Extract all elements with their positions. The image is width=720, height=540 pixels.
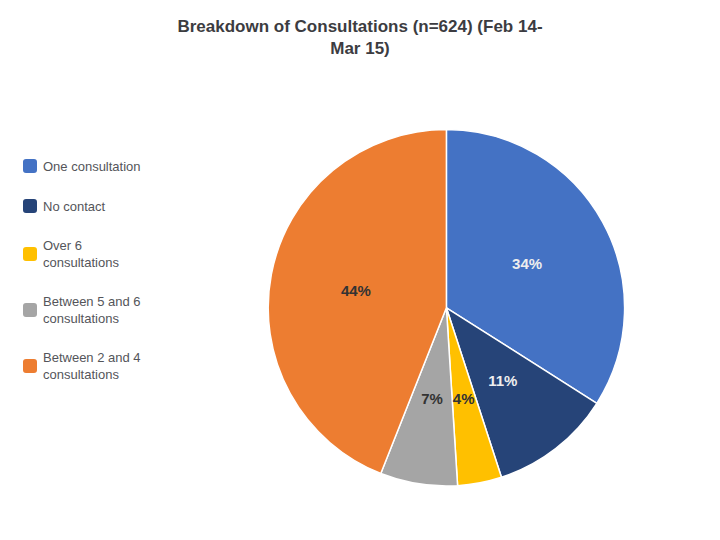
svg-text:Between 2 and 4: Between 2 and 4 (43, 350, 141, 365)
svg-text:No contact: No contact (43, 199, 106, 214)
svg-text:consultations: consultations (43, 311, 119, 326)
svg-text:Over 6: Over 6 (43, 238, 82, 253)
svg-text:44%: 44% (341, 282, 371, 299)
svg-text:Breakdown of Consultations (n=: Breakdown of Consultations (n=624) (Feb … (177, 17, 542, 36)
svg-text:11%: 11% (488, 372, 517, 389)
svg-text:Between 5 and 6: Between 5 and 6 (43, 294, 141, 309)
svg-text:One consultation: One consultation (43, 159, 141, 174)
svg-text:consultations: consultations (43, 255, 119, 270)
svg-text:7%: 7% (421, 390, 443, 407)
svg-text:34%: 34% (512, 255, 542, 272)
svg-text:consultations: consultations (43, 367, 119, 382)
svg-text:4%: 4% (453, 390, 475, 407)
svg-text:Mar 15): Mar 15) (330, 39, 390, 58)
